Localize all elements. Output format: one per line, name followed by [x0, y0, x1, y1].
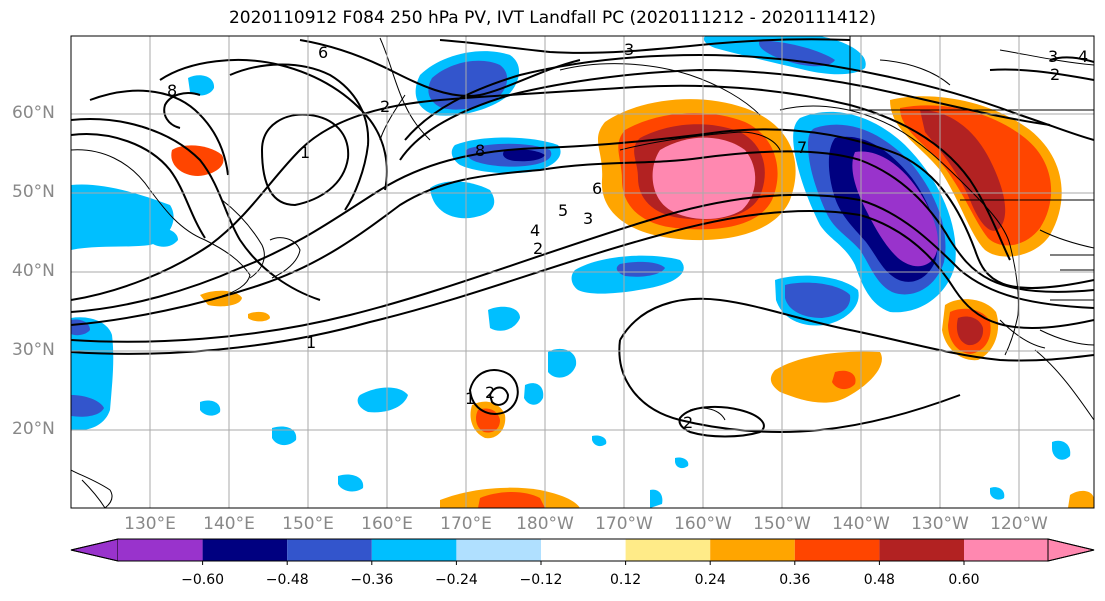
negative-anomaly-hokkaido: [188, 75, 215, 96]
contour-label: 3: [1048, 47, 1058, 66]
colorbar-bin: [964, 539, 1048, 561]
colorbar-tick-label: 0.60: [948, 572, 980, 588]
lat-label: 40°N: [12, 261, 55, 281]
contour-label: 2: [380, 97, 390, 116]
positive-anomaly-central-pacific: [770, 351, 882, 403]
negative-anomaly-small-3: [357, 387, 408, 413]
contour-label: 8: [475, 141, 485, 160]
contour-label: 4: [1078, 47, 1088, 66]
colorbar-bin: [118, 539, 203, 561]
colorbar-tick-label: −0.48: [265, 572, 309, 588]
negative-anomaly-small-10: [1052, 440, 1071, 460]
positive-anomaly-nw-pacific-3: [248, 311, 270, 322]
lon-label: 130°W: [911, 514, 969, 534]
contour-label: 1: [306, 333, 316, 352]
lat-label: 20°N: [12, 419, 55, 439]
contour-label-group: 6 3 8 1 2 8 7 6 5 4 3 2 1 1 2 2 2 3 4: [167, 40, 1088, 432]
lon-label: 160°W: [674, 514, 732, 534]
colorbar-tick-label: −0.12: [519, 572, 563, 588]
colorbar-tick-label: −0.60: [181, 572, 225, 588]
positive-anomaly-south-edge-core: [478, 492, 545, 508]
colorbar-bin: [371, 539, 457, 561]
contour-label: 1: [465, 389, 475, 408]
negative-anomaly-west: [71, 184, 174, 250]
map-title: 2020110912 F084 250 hPa PV, IVT Landfall…: [228, 8, 876, 28]
lon-label: 170°W: [595, 514, 653, 534]
negative-anomaly-small-12: [650, 489, 663, 508]
contour-label: 5: [558, 201, 568, 220]
contour-label: 6: [592, 179, 602, 198]
positive-anomaly-southeast: [1068, 490, 1094, 508]
lon-label: 120°W: [990, 514, 1048, 534]
negative-anomaly-east-pacific-min: [852, 151, 938, 267]
negative-anomaly-small-11: [990, 487, 1005, 500]
negative-anomaly-small-6: [272, 426, 297, 446]
lat-label: 50°N: [12, 182, 55, 202]
lon-label: 150°E: [282, 514, 334, 534]
lon-label: 160°E: [361, 514, 413, 534]
positive-anomaly-gulf-alaska-peak: [652, 137, 756, 219]
colorbar-extend-low: [70, 538, 119, 562]
negative-anomaly-small-7: [338, 474, 364, 492]
positive-anomaly-nw-pacific: [171, 145, 224, 176]
negative-anomaly-small-4: [524, 383, 544, 405]
lon-label: 180°W: [516, 514, 574, 534]
positive-anomaly-california-max: [956, 316, 984, 346]
negative-anomaly-midlat-3-core: [785, 282, 851, 318]
colorbar-tick-label: 0.48: [863, 572, 895, 588]
lon-label: 150°W: [753, 514, 811, 534]
lon-label: 140°W: [832, 514, 890, 534]
lat-label: 60°N: [12, 103, 55, 123]
contour-label: 8: [167, 81, 177, 100]
colorbar-tick-label: 0.36: [779, 572, 811, 588]
negative-anomaly-west-2-core: [71, 395, 104, 417]
colorbar-tick-label: −0.36: [350, 572, 394, 588]
contour-label: 6: [318, 43, 328, 62]
colorbar-bin: [710, 539, 795, 561]
colorbar-tick-label: 0.24: [694, 572, 726, 588]
lon-label: 130°E: [124, 514, 176, 534]
contour-label: 2: [533, 239, 543, 258]
map-frame: [70, 35, 1095, 509]
contour-label: 3: [624, 40, 634, 59]
contour-label: 2: [683, 413, 693, 432]
negative-anomaly-small-8: [592, 435, 607, 447]
colorbar-bin: [794, 539, 880, 561]
negative-anomaly-midlat-1: [430, 181, 495, 219]
negative-anomaly-small-2: [548, 348, 577, 378]
colorbar-bin: [879, 539, 964, 561]
negative-anomaly-small-1: [488, 306, 520, 331]
lon-label: 170°E: [440, 514, 492, 534]
colorbar-outline: [70, 538, 1095, 562]
colorbar-bin: [541, 539, 626, 561]
contour-label: 3: [583, 209, 593, 228]
positive-anomaly-central-pacific-core: [832, 370, 856, 390]
colorbar-tick-label: −0.24: [434, 572, 478, 588]
colorbar: [70, 538, 1095, 565]
colorbar-bin: [287, 539, 372, 561]
negative-anomaly-small-9: [675, 457, 689, 469]
lon-label: 140°E: [203, 514, 255, 534]
colorbar-bin: [202, 539, 288, 561]
colorbar-tick-label: 0.12: [610, 572, 642, 588]
pv-contours: [71, 38, 1094, 438]
lat-label: 30°N: [12, 340, 55, 360]
contour-label: 2: [1050, 65, 1060, 84]
negative-anomaly-arctic-core: [759, 40, 835, 67]
colorbar-bin: [456, 539, 541, 561]
colorbar-extend-high: [1047, 538, 1095, 562]
colorbar-bin: [625, 539, 711, 561]
negative-anomaly-bering-deep: [503, 149, 545, 162]
contour-label: 1: [300, 143, 310, 162]
graticule: [71, 36, 1094, 508]
contour-label: 4: [530, 221, 540, 240]
negative-anomaly-midlat-2-core: [616, 261, 665, 277]
contour-label: 2: [485, 383, 495, 402]
negative-anomaly-small-13: [148, 228, 178, 247]
contour-label: 7: [797, 138, 807, 157]
negative-anomaly-small-5: [200, 400, 221, 416]
